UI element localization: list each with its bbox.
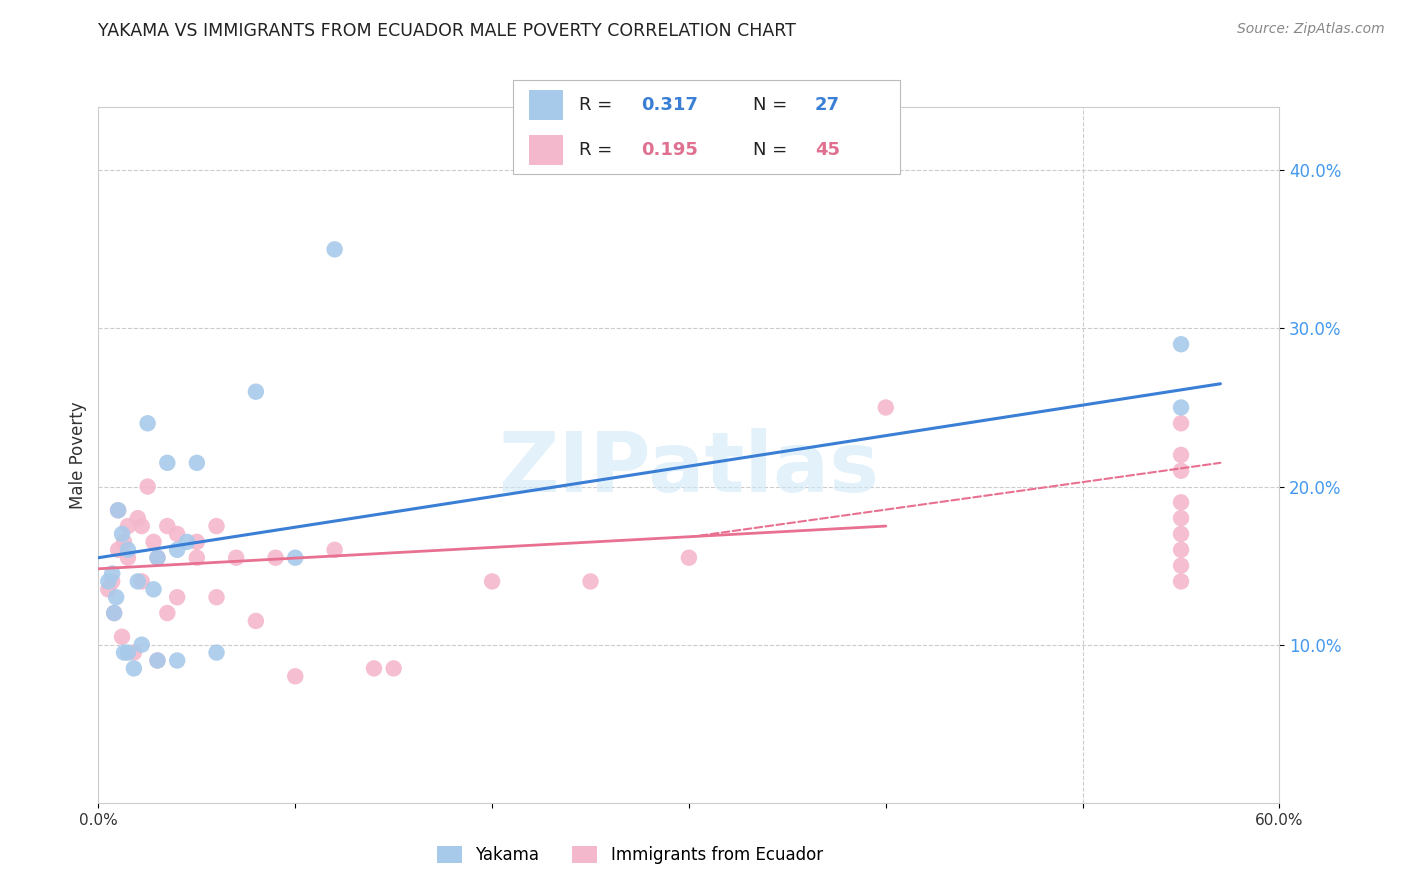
Text: N =: N = xyxy=(754,95,793,113)
Point xyxy=(111,527,134,541)
Point xyxy=(1170,337,1192,351)
Point xyxy=(323,542,346,557)
Point xyxy=(112,534,135,549)
Point xyxy=(1170,495,1192,509)
Text: R =: R = xyxy=(579,95,617,113)
Point xyxy=(1170,448,1192,462)
Point xyxy=(176,534,198,549)
Point xyxy=(146,653,169,667)
Point xyxy=(481,574,503,589)
Point xyxy=(97,582,120,597)
Point xyxy=(875,401,897,415)
Text: 45: 45 xyxy=(815,141,839,159)
Text: ZIPatlas: ZIPatlas xyxy=(499,428,879,509)
Point xyxy=(363,661,385,675)
Point xyxy=(146,550,169,565)
Point xyxy=(284,669,307,683)
Point xyxy=(156,456,179,470)
Text: R =: R = xyxy=(579,141,617,159)
Point xyxy=(186,456,208,470)
Point xyxy=(1170,401,1192,415)
FancyBboxPatch shape xyxy=(529,135,564,164)
Point xyxy=(225,550,247,565)
Point xyxy=(117,550,139,565)
Point xyxy=(1170,574,1192,589)
Point xyxy=(205,646,228,660)
Point xyxy=(127,511,149,525)
Point xyxy=(264,550,287,565)
Point xyxy=(1170,511,1192,525)
Point xyxy=(107,503,129,517)
Point xyxy=(382,661,405,675)
Point xyxy=(186,534,208,549)
Text: Source: ZipAtlas.com: Source: ZipAtlas.com xyxy=(1237,22,1385,37)
Point xyxy=(117,519,139,533)
Point xyxy=(101,574,124,589)
FancyBboxPatch shape xyxy=(513,80,900,174)
Point xyxy=(122,661,145,675)
Point xyxy=(205,591,228,605)
Point xyxy=(166,542,188,557)
Point xyxy=(131,638,153,652)
Point xyxy=(131,574,153,589)
Point xyxy=(103,606,125,620)
Point xyxy=(166,653,188,667)
Point xyxy=(136,417,159,431)
Point xyxy=(205,519,228,533)
Point xyxy=(323,243,346,257)
Point xyxy=(142,582,165,597)
Point xyxy=(131,519,153,533)
Text: 0.317: 0.317 xyxy=(641,95,697,113)
Point xyxy=(1170,464,1192,478)
Point xyxy=(156,519,179,533)
Point xyxy=(156,606,179,620)
Point xyxy=(107,503,129,517)
Point xyxy=(146,653,169,667)
Point xyxy=(136,479,159,493)
Point xyxy=(146,550,169,565)
Point xyxy=(97,574,120,589)
Point xyxy=(127,574,149,589)
Point xyxy=(111,630,134,644)
Point xyxy=(1170,558,1192,573)
Legend: Yakama, Immigrants from Ecuador: Yakama, Immigrants from Ecuador xyxy=(430,839,830,871)
Point xyxy=(117,542,139,557)
Point xyxy=(245,614,267,628)
Point xyxy=(142,534,165,549)
Point xyxy=(103,606,125,620)
Point xyxy=(678,550,700,565)
Text: YAKAMA VS IMMIGRANTS FROM ECUADOR MALE POVERTY CORRELATION CHART: YAKAMA VS IMMIGRANTS FROM ECUADOR MALE P… xyxy=(98,22,796,40)
Point xyxy=(1170,542,1192,557)
Point xyxy=(186,550,208,565)
Point xyxy=(117,646,139,660)
Point xyxy=(112,646,135,660)
FancyBboxPatch shape xyxy=(529,89,564,120)
Point xyxy=(107,542,129,557)
Point xyxy=(166,527,188,541)
Point xyxy=(284,550,307,565)
Text: 0.195: 0.195 xyxy=(641,141,697,159)
Text: 27: 27 xyxy=(815,95,839,113)
Point xyxy=(579,574,602,589)
Y-axis label: Male Poverty: Male Poverty xyxy=(69,401,87,508)
Point xyxy=(1170,417,1192,431)
Point xyxy=(122,646,145,660)
Text: N =: N = xyxy=(754,141,793,159)
Point xyxy=(166,591,188,605)
Point xyxy=(1170,527,1192,541)
Point xyxy=(101,566,124,581)
Point xyxy=(245,384,267,399)
Point xyxy=(105,591,128,605)
